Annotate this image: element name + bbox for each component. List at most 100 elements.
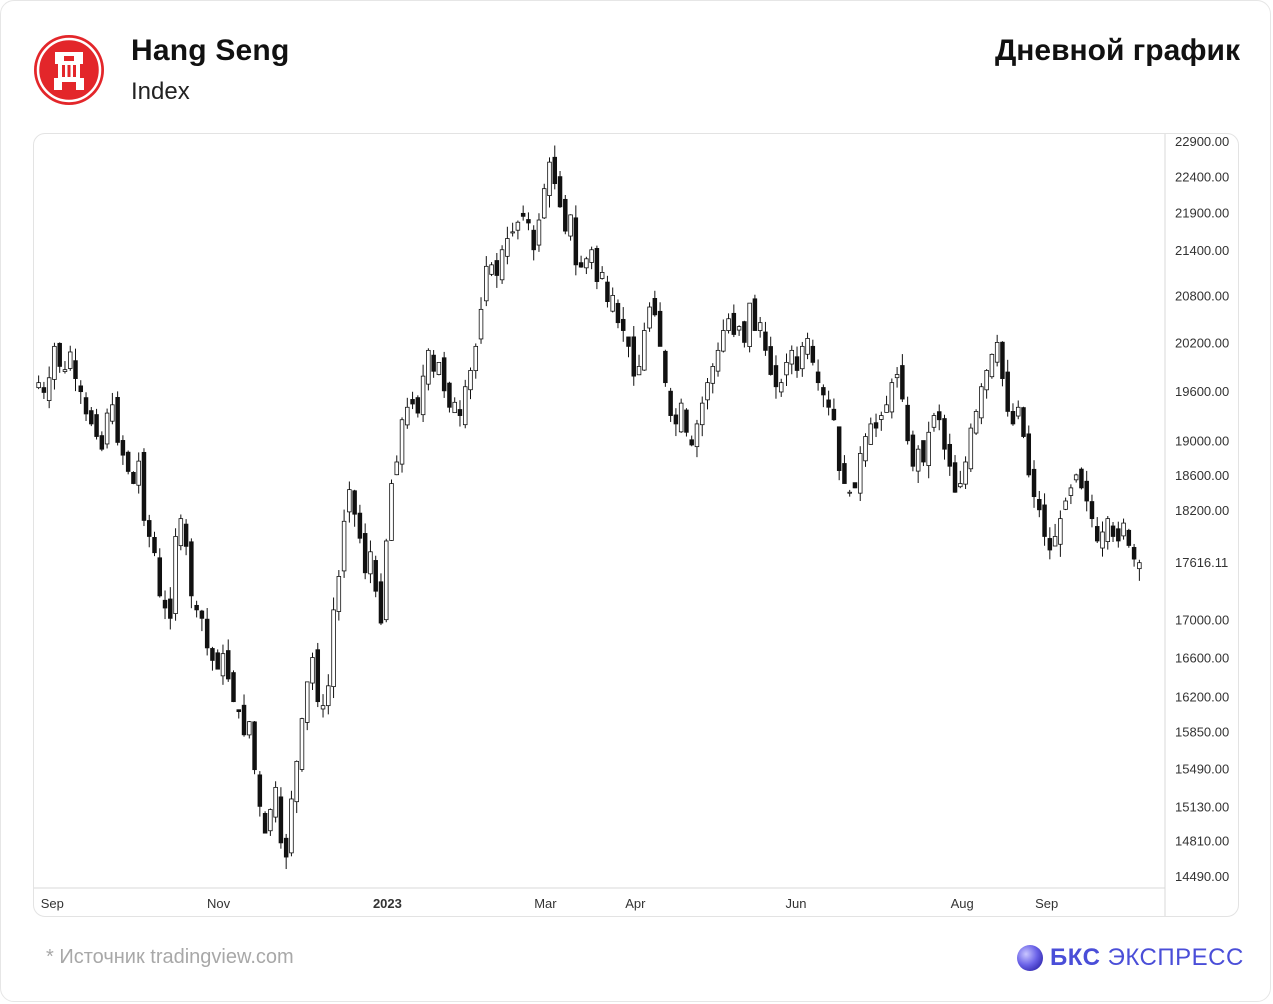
- candle-body: [331, 609, 336, 688]
- candle: [315, 642, 321, 708]
- candle: [510, 222, 515, 237]
- candle-body: [120, 440, 126, 456]
- candle-body: [810, 345, 816, 363]
- candle: [926, 421, 931, 479]
- candle: [362, 523, 368, 580]
- candle: [1079, 467, 1084, 490]
- candle: [921, 440, 926, 467]
- candle-body: [499, 249, 505, 281]
- candle: [304, 681, 310, 731]
- candle-body: [942, 418, 947, 450]
- candle: [1126, 528, 1132, 548]
- candle: [1005, 359, 1010, 417]
- candle-body: [326, 685, 331, 707]
- candle: [1121, 518, 1126, 540]
- candle: [979, 383, 984, 425]
- y-tick-label: 15130.00: [1175, 799, 1229, 814]
- candle: [447, 381, 452, 413]
- candle: [1010, 403, 1016, 426]
- candle-body: [383, 540, 389, 621]
- candle-body: [973, 411, 979, 434]
- candle: [157, 548, 163, 598]
- candle: [1058, 510, 1063, 557]
- candle-body: [194, 604, 199, 611]
- x-tick-label: Sep: [41, 896, 64, 911]
- candle-body: [99, 435, 105, 450]
- candle-body: [963, 461, 968, 485]
- candle: [836, 426, 842, 481]
- candle-body: [1073, 474, 1079, 481]
- candle: [1084, 470, 1089, 512]
- candle-body: [1031, 468, 1037, 498]
- candle-body: [905, 404, 910, 442]
- candle-body: [341, 520, 347, 572]
- candle: [499, 245, 505, 284]
- candle-body: [1094, 526, 1100, 542]
- candle: [1105, 516, 1111, 550]
- candle-body: [636, 366, 642, 376]
- candle-body: [457, 409, 463, 416]
- candle: [520, 205, 526, 221]
- candle-body: [115, 397, 120, 443]
- candle-body: [1126, 529, 1132, 546]
- candle-body: [631, 336, 637, 377]
- candle: [747, 302, 752, 353]
- candle: [710, 363, 716, 394]
- candle: [668, 387, 673, 422]
- candle: [642, 322, 647, 371]
- candle: [120, 435, 126, 465]
- candle-body: [57, 342, 62, 367]
- candle-body: [252, 721, 257, 771]
- candle-body: [157, 557, 163, 597]
- candle: [310, 652, 315, 690]
- candle: [694, 419, 700, 458]
- candle-body: [642, 330, 647, 371]
- candle-body: [489, 264, 494, 275]
- candle-body: [626, 336, 631, 347]
- candle-body: [789, 349, 795, 365]
- candle: [1037, 490, 1042, 518]
- candle: [46, 366, 52, 409]
- candle: [731, 304, 737, 338]
- candle-body: [847, 491, 852, 494]
- candle: [1073, 473, 1079, 483]
- candle-body: [594, 248, 600, 282]
- candle: [162, 590, 168, 620]
- candle-body: [1137, 562, 1142, 570]
- candle-body: [494, 260, 500, 276]
- candle-body: [678, 402, 684, 433]
- candle-body: [994, 342, 1000, 363]
- candle-body: [162, 599, 168, 609]
- candle: [378, 573, 384, 626]
- candle: [984, 369, 989, 399]
- candle-body: [257, 774, 263, 807]
- candle: [99, 431, 105, 452]
- candle: [773, 355, 779, 399]
- candle: [994, 334, 1000, 367]
- candle: [389, 479, 394, 541]
- candle-body: [1015, 406, 1021, 417]
- candle: [705, 378, 710, 410]
- candle-body: [304, 681, 310, 723]
- candle: [663, 349, 668, 387]
- candle-body: [979, 386, 984, 419]
- x-tick-label: Nov: [207, 896, 231, 911]
- candle: [336, 570, 342, 621]
- candle-body: [73, 360, 78, 379]
- candle-body: [894, 374, 900, 379]
- candle-body: [705, 382, 710, 401]
- candle-body: [389, 483, 394, 541]
- candle: [1052, 523, 1058, 547]
- candle: [726, 313, 731, 334]
- candle-body: [104, 412, 110, 445]
- candle-body: [936, 411, 942, 421]
- candle: [489, 262, 494, 277]
- candle-body: [1100, 531, 1105, 549]
- y-tick-label: 22900.00: [1175, 134, 1229, 149]
- candle: [584, 256, 589, 275]
- candle-body: [541, 188, 547, 219]
- candle-body: [757, 322, 763, 331]
- candle-body: [410, 399, 415, 405]
- candle-body: [1116, 528, 1121, 542]
- candle-body: [315, 649, 321, 703]
